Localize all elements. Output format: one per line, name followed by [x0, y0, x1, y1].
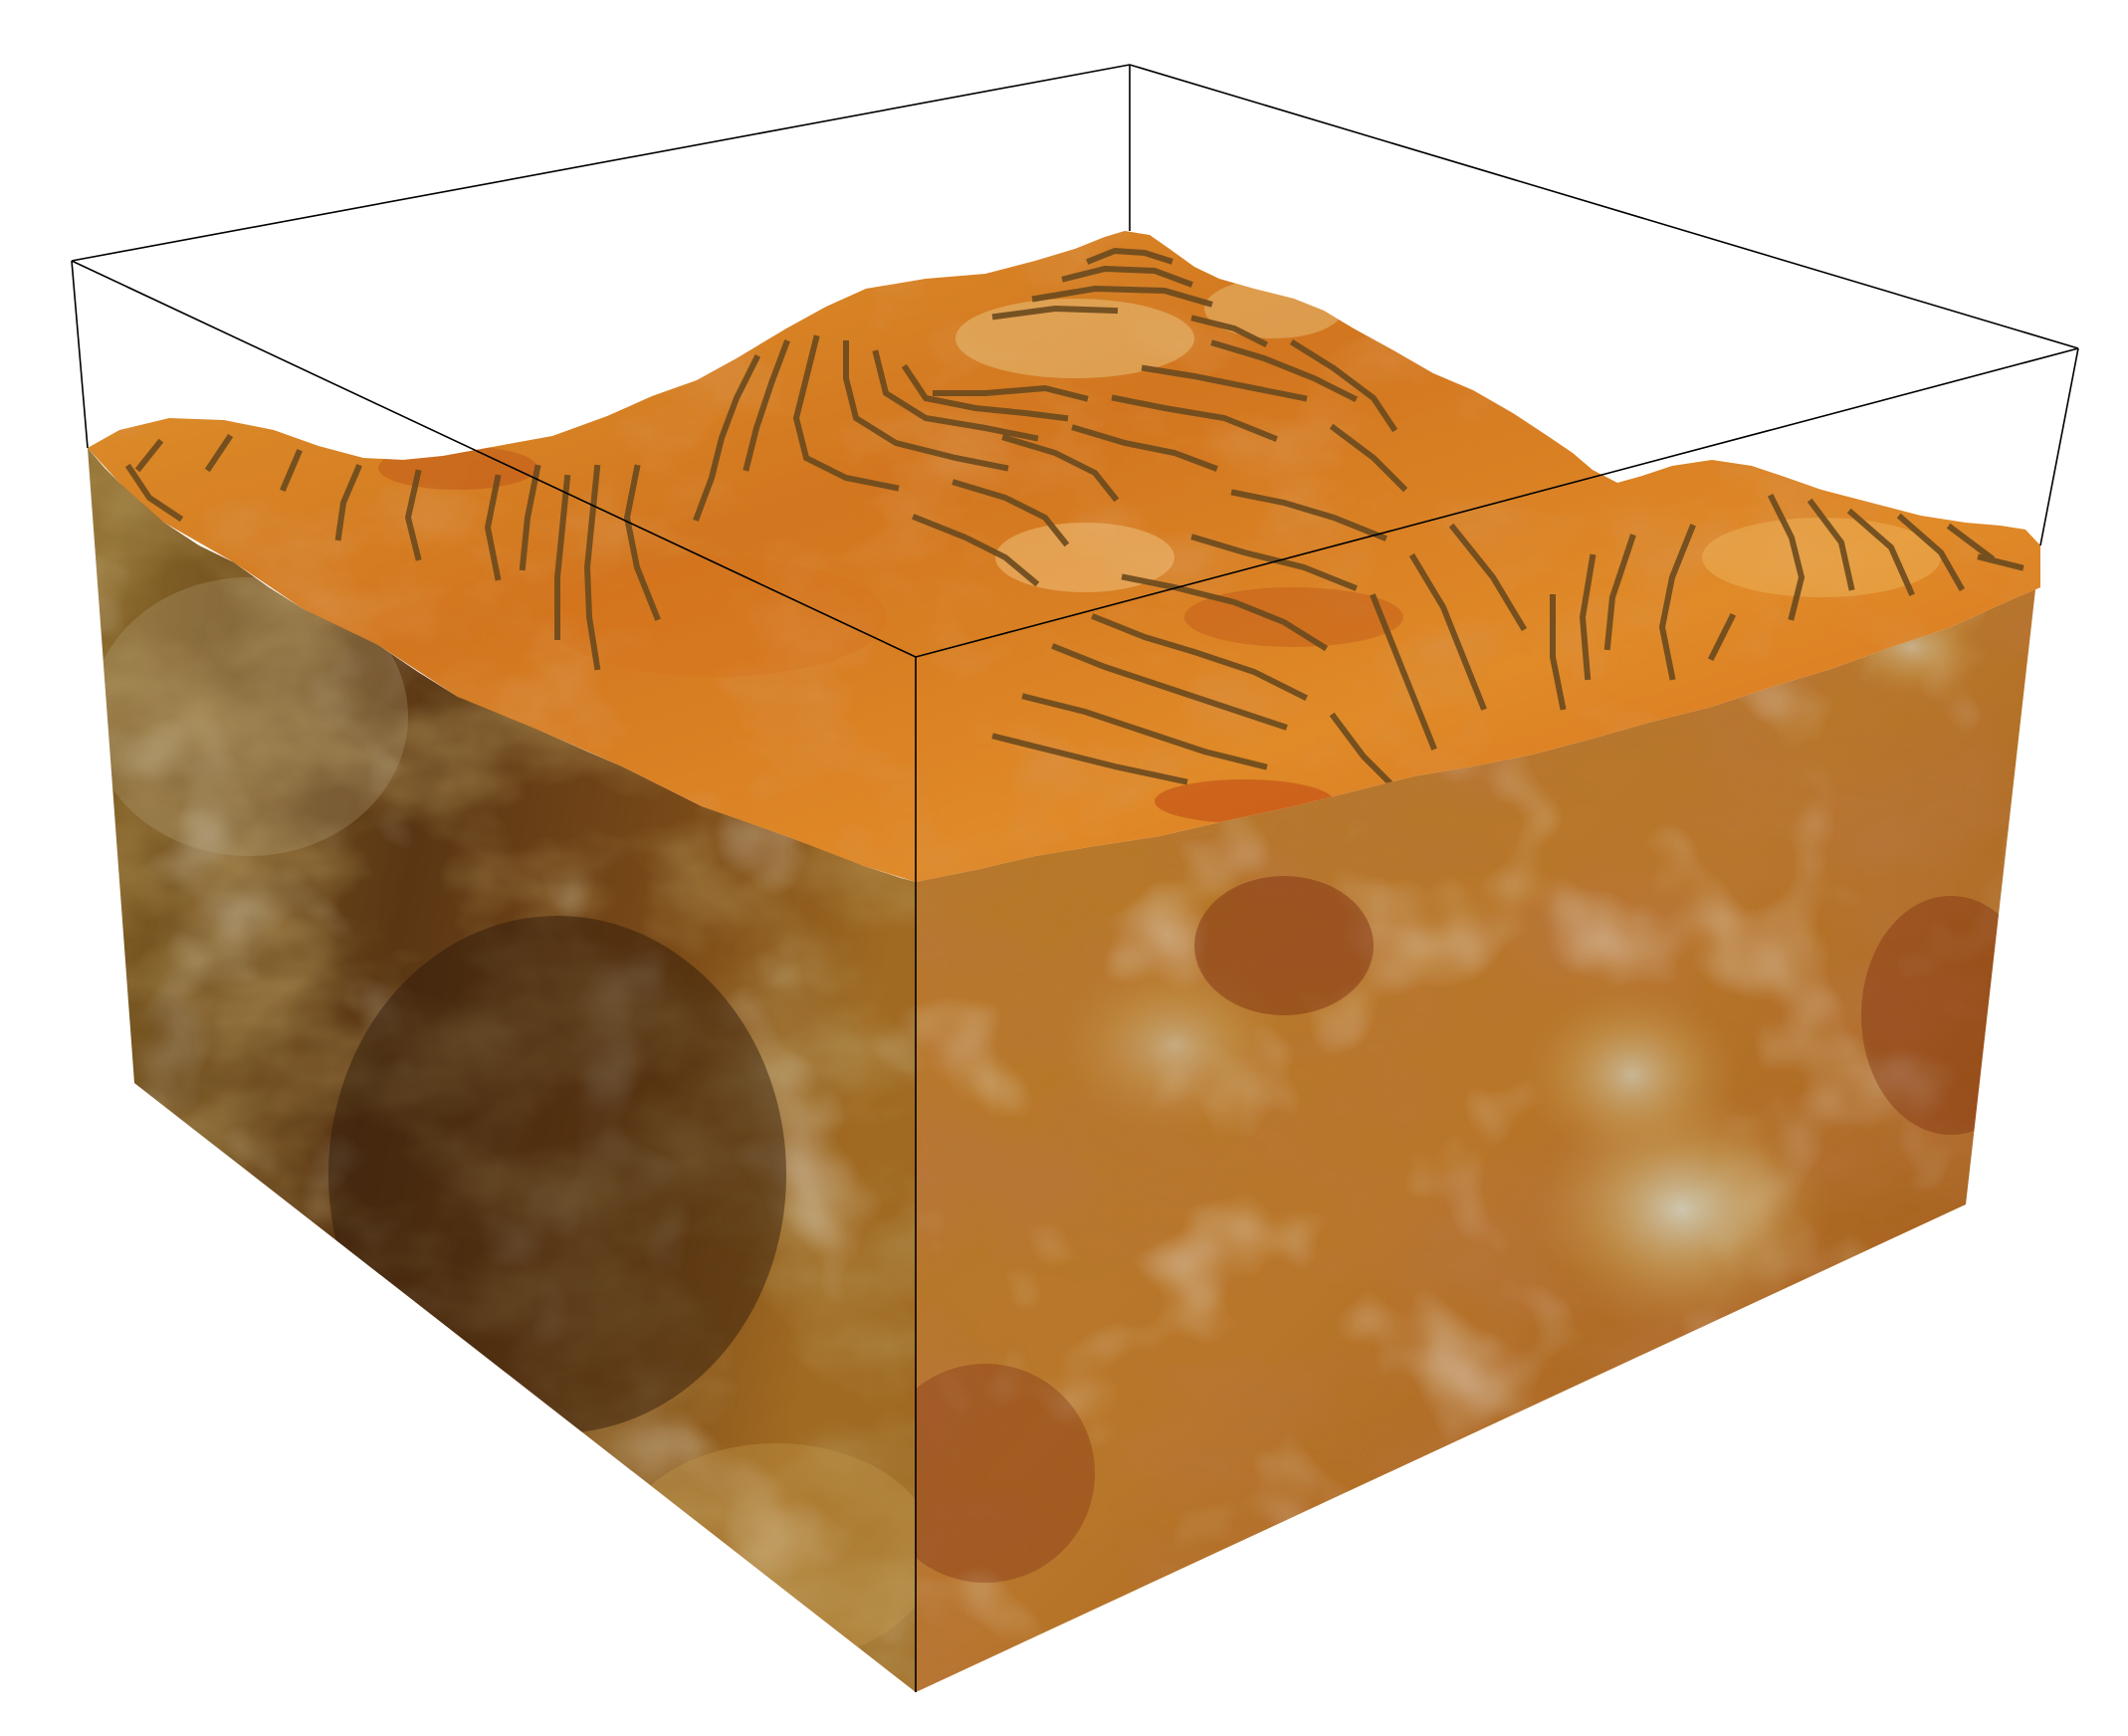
- contour-lines: [124, 247, 2024, 791]
- bounding-box-back-edges: [71, 64, 2079, 349]
- bounding-box-front-edges: [71, 260, 2079, 1692]
